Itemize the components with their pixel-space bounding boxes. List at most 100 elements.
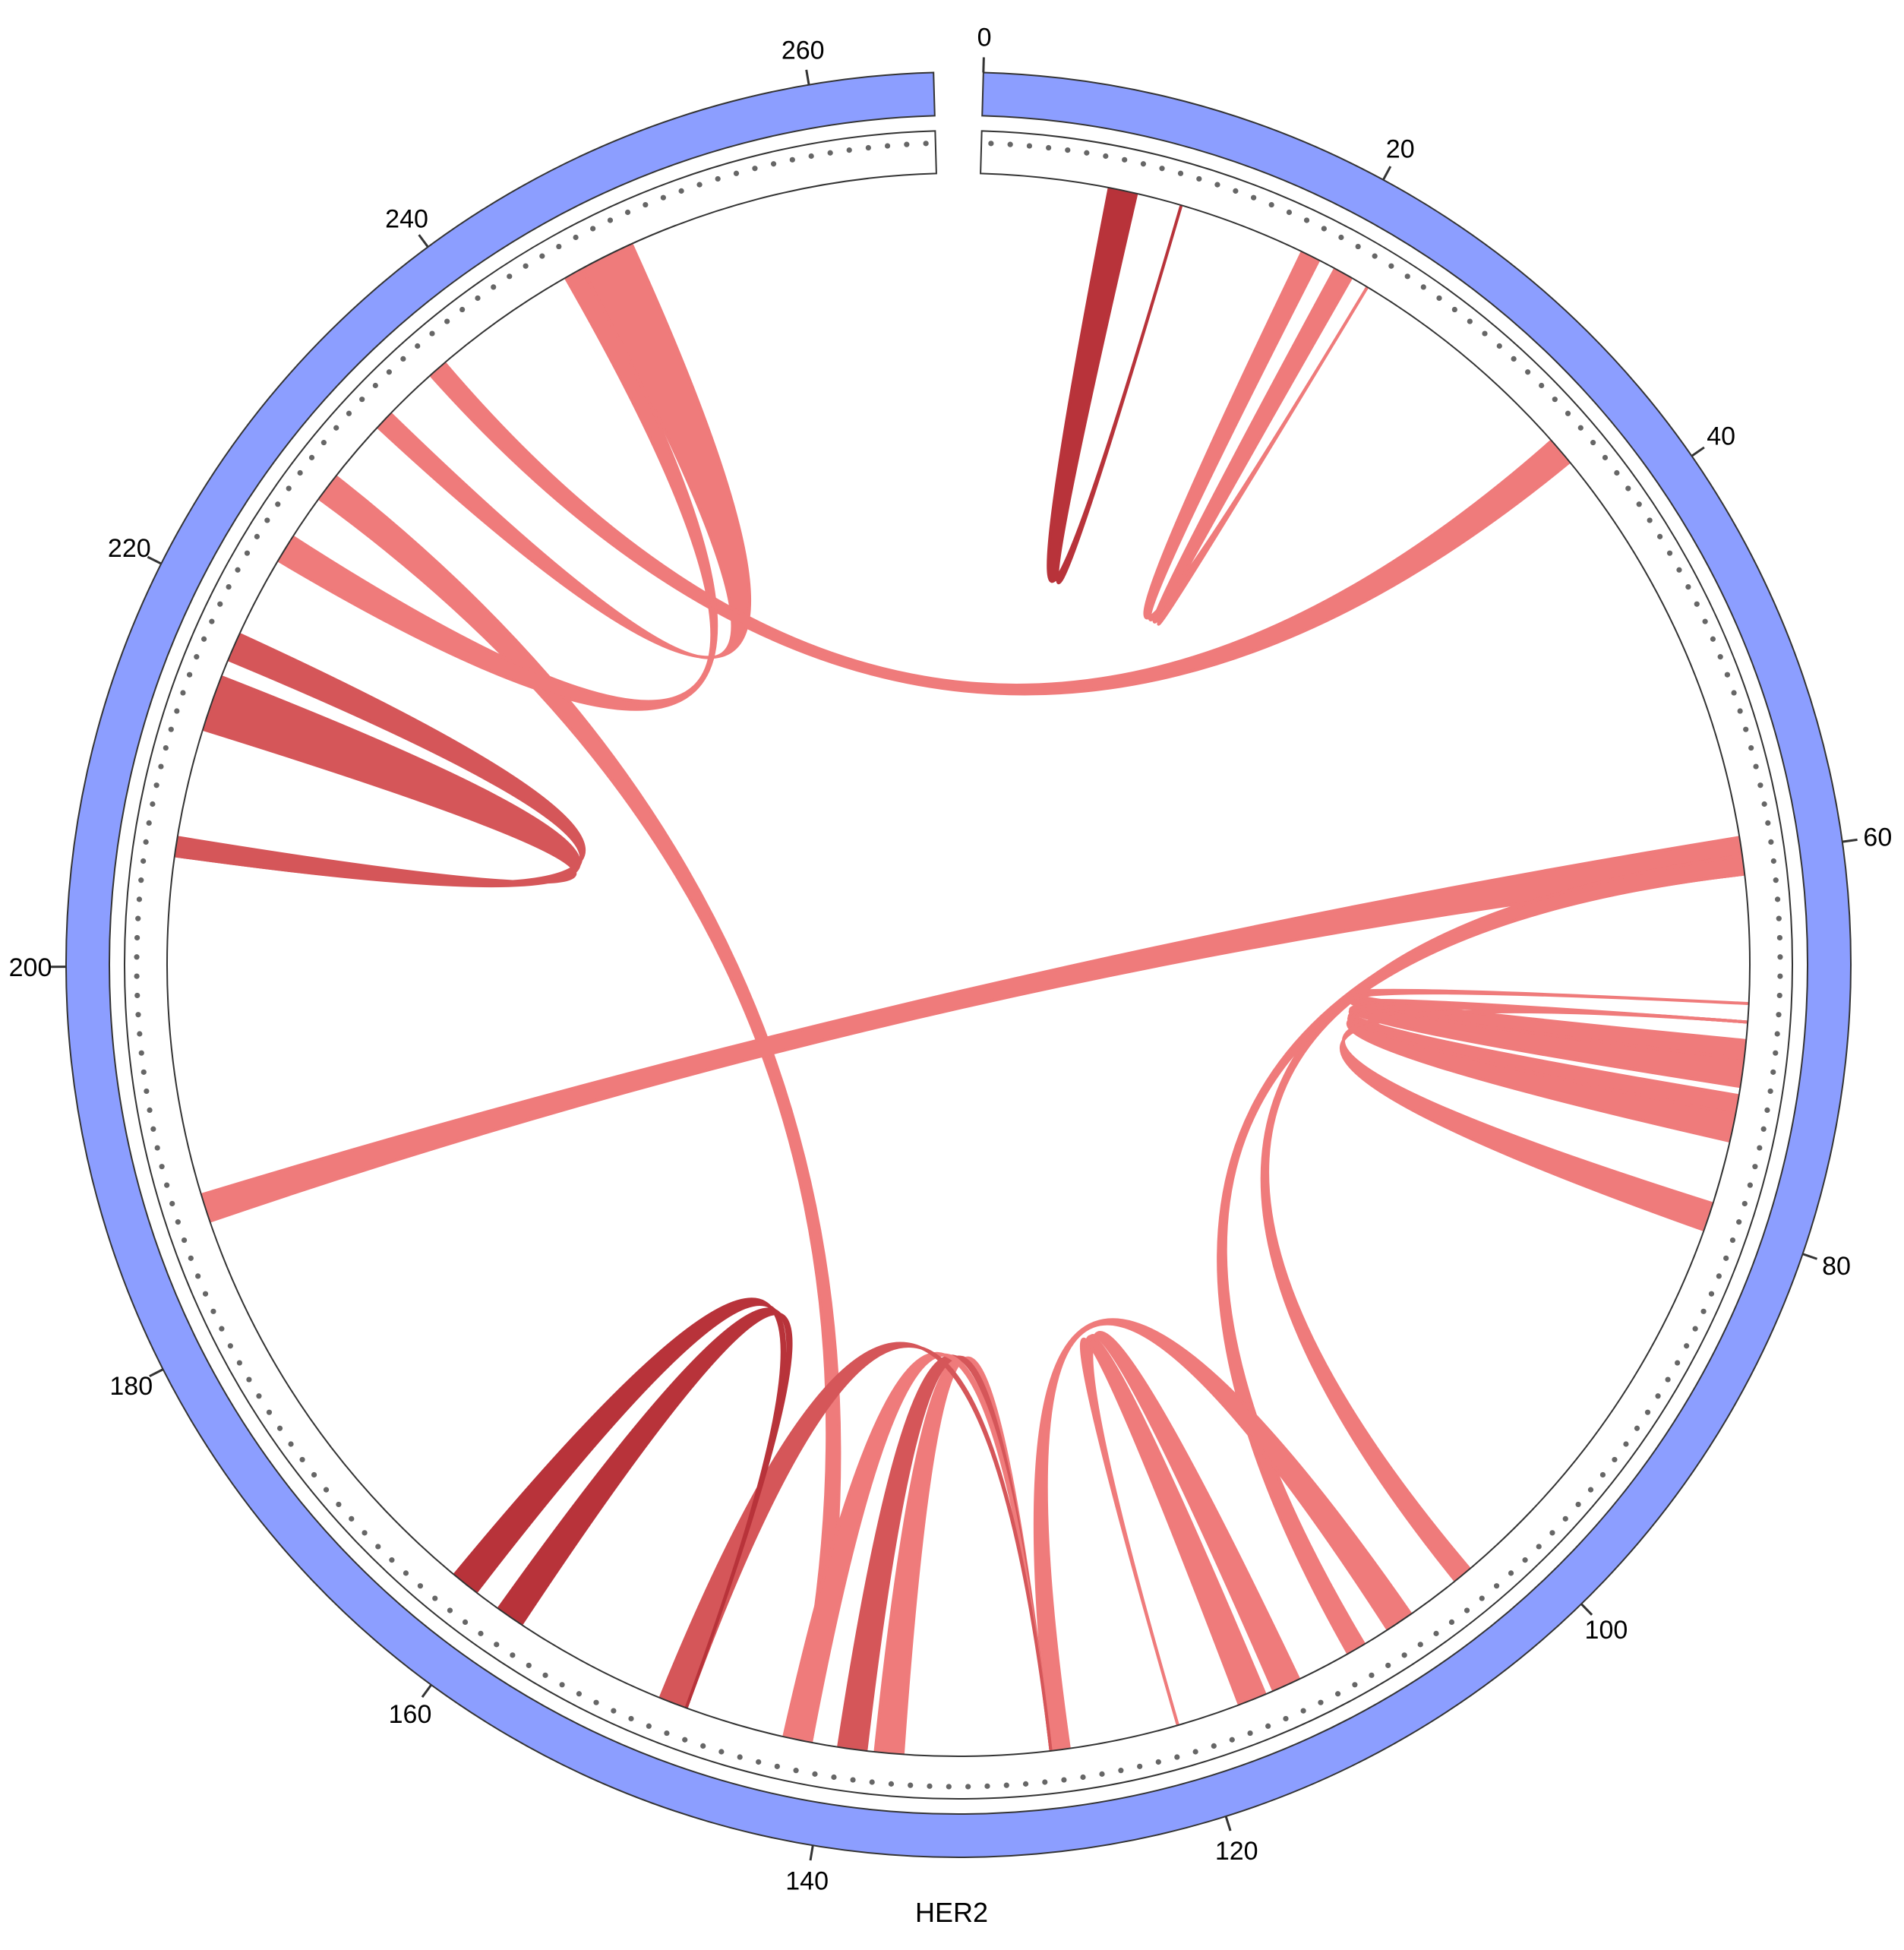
dot-track xyxy=(124,130,1793,1800)
track-dot xyxy=(1417,1642,1423,1648)
track-dot xyxy=(1774,1031,1780,1037)
track-dot xyxy=(1318,1699,1324,1705)
chord-link xyxy=(277,268,718,711)
track-dot xyxy=(1657,533,1663,539)
track-dot xyxy=(696,182,703,188)
track-dot xyxy=(462,1619,469,1626)
track-dot xyxy=(286,485,292,491)
track-dot xyxy=(1736,1219,1742,1225)
track-dot xyxy=(1710,636,1716,642)
track-dot xyxy=(194,654,200,660)
track-dot xyxy=(1233,188,1239,194)
track-dot xyxy=(1303,217,1310,223)
track-dot xyxy=(1675,1360,1681,1366)
track-dot xyxy=(593,1699,599,1705)
track-dot xyxy=(147,1107,153,1114)
track-dot xyxy=(1702,618,1708,624)
track-dot xyxy=(812,1771,818,1777)
track-dot xyxy=(946,1784,952,1790)
track-dot xyxy=(235,567,241,573)
chord-link xyxy=(1033,1318,1412,1751)
chord-link xyxy=(1217,854,1745,1654)
track-dot xyxy=(1776,1012,1782,1018)
track-dot xyxy=(1211,1743,1217,1749)
track-dot xyxy=(1268,201,1274,208)
track-dot xyxy=(459,306,466,313)
track-dot xyxy=(1767,1088,1773,1095)
track-dot xyxy=(1761,801,1767,807)
track-dot xyxy=(491,284,497,290)
track-dot xyxy=(138,1050,144,1056)
track-dot xyxy=(660,194,666,201)
track-dot xyxy=(556,243,562,250)
track-dot xyxy=(1602,454,1609,460)
tick-mark xyxy=(1580,1603,1593,1616)
track-dot xyxy=(141,858,147,864)
track-dot xyxy=(611,1708,617,1714)
track-dot xyxy=(478,1630,484,1636)
track-dot xyxy=(1562,1515,1568,1522)
track-dot xyxy=(1214,182,1220,188)
track-dot xyxy=(1748,744,1754,751)
track-dot xyxy=(323,1487,330,1493)
track-dot xyxy=(888,1781,895,1787)
track-dot xyxy=(1283,1715,1289,1722)
track-dot xyxy=(432,1595,438,1601)
track-dot xyxy=(217,601,223,607)
track-dot xyxy=(1777,973,1783,979)
track-dot xyxy=(1752,1164,1758,1170)
track-dot xyxy=(1122,156,1128,163)
track-dot xyxy=(134,954,140,960)
track-dot xyxy=(1385,1662,1391,1668)
track-dot xyxy=(1684,1343,1690,1349)
track-dot xyxy=(311,1471,317,1478)
track-dot xyxy=(1665,1376,1671,1383)
track-dot xyxy=(573,234,579,241)
segment-band xyxy=(65,71,1852,1858)
track-dot xyxy=(164,1182,170,1188)
track-dot xyxy=(1708,1291,1715,1297)
tick-mark xyxy=(149,1368,164,1378)
track-dot xyxy=(1777,954,1783,960)
track-dot xyxy=(1655,1393,1661,1399)
track-dot xyxy=(1737,708,1743,714)
track-dot xyxy=(308,454,315,460)
track-dot xyxy=(246,1376,252,1383)
chord-link xyxy=(201,836,1745,1223)
track-dot xyxy=(1084,150,1090,156)
track-dot xyxy=(1522,1557,1528,1563)
track-dot xyxy=(1401,1652,1407,1658)
tick-mark xyxy=(418,234,429,248)
track-dot xyxy=(244,550,251,556)
track-dot xyxy=(733,170,740,176)
track-dot xyxy=(1723,1255,1729,1261)
track-dot xyxy=(624,209,631,216)
track-dot xyxy=(1757,1145,1763,1151)
track-dot xyxy=(664,1730,670,1737)
track-dot xyxy=(163,744,169,751)
track-dot xyxy=(227,1343,233,1349)
track-dot xyxy=(1741,1200,1748,1207)
track-dot xyxy=(700,1743,706,1749)
track-dot xyxy=(1080,1774,1086,1781)
track-dot xyxy=(988,141,994,147)
track-dot xyxy=(1700,1308,1707,1314)
track-dot xyxy=(1625,485,1631,491)
track-dot xyxy=(1300,1708,1306,1714)
track-dot xyxy=(715,175,721,182)
track-dot xyxy=(1552,397,1558,403)
track-dot xyxy=(141,1069,147,1075)
track-dot xyxy=(134,934,141,941)
tick-label: 220 xyxy=(108,534,151,563)
chord-link xyxy=(174,675,581,888)
track-dot xyxy=(494,1642,500,1648)
track-dot xyxy=(154,1145,160,1151)
track-dot xyxy=(1743,726,1749,732)
track-dot xyxy=(523,263,529,269)
chord-link xyxy=(318,476,841,1743)
track-dot xyxy=(752,166,758,172)
track-dot xyxy=(1773,1050,1779,1056)
tick-mark xyxy=(809,1845,814,1861)
tick-label: 100 xyxy=(1585,1616,1628,1645)
track-dot xyxy=(135,915,141,921)
